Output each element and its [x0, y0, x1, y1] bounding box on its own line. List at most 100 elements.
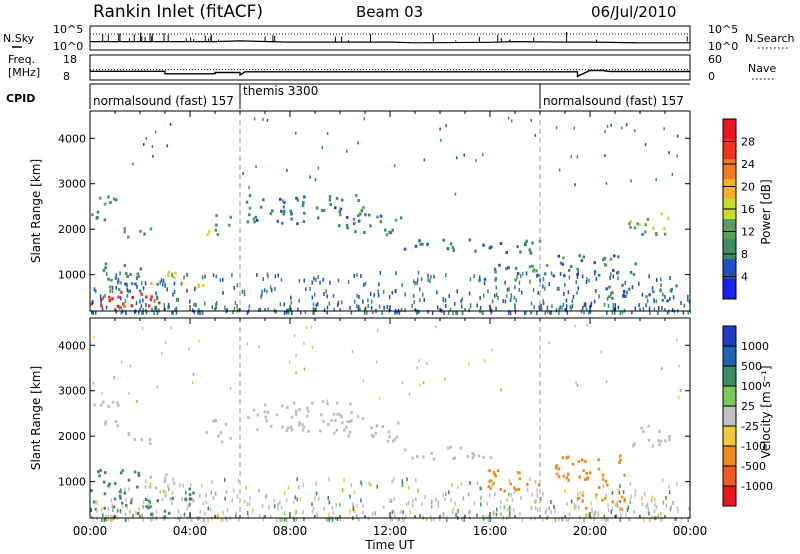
scatter-cell — [401, 381, 404, 385]
scatter-cell — [357, 199, 360, 202]
scatter-cell — [668, 490, 671, 495]
scatter-cell — [171, 496, 174, 500]
scatter-cell — [597, 486, 601, 489]
scatter-cell — [274, 274, 277, 279]
scatter-cell — [129, 272, 132, 276]
scatter-cell — [201, 310, 203, 315]
scatter-cell — [283, 302, 285, 307]
scatter-cell — [110, 498, 113, 503]
scatter-cell — [582, 255, 585, 259]
scatter-cell — [422, 292, 424, 297]
scatter-cell — [542, 299, 544, 304]
scatter-cell — [125, 311, 127, 315]
scatter-cell — [112, 197, 116, 201]
scatter-cell — [99, 468, 102, 472]
scatter-cell — [211, 480, 213, 484]
scatter-cell — [160, 278, 163, 283]
scatter-cell — [475, 159, 477, 163]
scatter-cell — [346, 226, 349, 230]
scatter-cell — [287, 485, 290, 490]
scatter-cell — [585, 506, 588, 510]
scatter-cell — [460, 299, 462, 304]
scatter-cell — [583, 518, 585, 522]
scatter-cell — [162, 488, 165, 493]
scatter-cell — [605, 287, 608, 291]
scatter-cell — [505, 267, 508, 271]
scatter-cell — [173, 276, 176, 280]
scatter-cell — [544, 510, 547, 515]
scatter-cell — [175, 306, 178, 311]
scatter-cell — [659, 288, 662, 293]
scatter-cell — [494, 293, 496, 298]
scatter-cell — [626, 508, 629, 512]
scatter-cell — [474, 249, 477, 253]
date-label: 06/Jul/2010 — [591, 3, 676, 21]
scatter-cell — [145, 479, 147, 484]
scatter-cell — [586, 277, 588, 282]
scatter-cell — [97, 470, 100, 474]
scatter-cell — [264, 415, 267, 419]
scatter-cell — [145, 498, 148, 501]
scatter-cell — [412, 498, 414, 503]
scatter-cell — [623, 499, 627, 503]
scatter-cell — [331, 518, 334, 522]
scatter-cell — [621, 283, 624, 287]
scatter-cell — [603, 302, 606, 307]
scatter-cell — [689, 309, 692, 314]
scatter-cell — [611, 296, 614, 300]
scatter-cell — [369, 291, 372, 296]
scatter-cell — [294, 409, 298, 413]
scatter-cell — [664, 294, 666, 299]
scatter-cell — [382, 505, 385, 510]
scatter-cell — [331, 505, 333, 510]
scatter-cell — [91, 213, 94, 217]
scatter-cell — [476, 481, 479, 485]
scatter-cell — [584, 460, 587, 464]
scatter-cell — [315, 303, 318, 308]
scatter-cell — [361, 482, 363, 487]
scatter-cell — [142, 517, 144, 522]
scatter-cell — [575, 381, 577, 384]
scatter-cell — [555, 308, 558, 313]
scatter-cell — [451, 246, 455, 250]
scatter-cell — [252, 217, 255, 221]
scatter-cell — [427, 278, 429, 283]
scatter-cell — [408, 485, 410, 490]
scatter-cell — [205, 431, 208, 435]
scatter-cell — [588, 278, 590, 283]
scatter-cell — [214, 228, 217, 232]
scatter-cell — [253, 220, 256, 224]
scatter-cell — [102, 268, 106, 272]
scatter-cell — [542, 491, 544, 496]
scatter-cell — [141, 514, 143, 518]
scatter-cell — [192, 372, 195, 376]
scatter-cell — [212, 273, 215, 278]
scatter-cell — [606, 296, 609, 301]
scatter-cell — [389, 499, 391, 504]
scatter-cell — [265, 419, 268, 423]
scatter-cell — [336, 517, 339, 522]
scatter-cell — [311, 346, 314, 350]
radar-title: Rankin Inlet (fitACF) — [93, 2, 263, 22]
scatter-cell — [593, 513, 595, 518]
scatter-cell — [565, 456, 568, 460]
scatter-cell — [143, 143, 145, 146]
scatter-cell — [534, 133, 537, 137]
scatter-cell — [120, 296, 122, 301]
scatter-cell — [353, 299, 356, 304]
scatter-cell — [375, 424, 379, 428]
scatter-cell — [222, 277, 224, 282]
scatter-cell — [339, 207, 343, 211]
scatter-cell — [603, 514, 606, 519]
scatter-cell — [402, 510, 404, 515]
scatter-cell — [322, 277, 324, 282]
scatter-cell — [634, 492, 636, 497]
scatter-cell — [534, 500, 536, 505]
scatter-cell — [120, 471, 123, 475]
scatter-cell — [105, 514, 107, 518]
scatter-cell — [487, 289, 489, 294]
scatter-cell — [175, 310, 178, 315]
scatter-cell — [457, 508, 459, 513]
